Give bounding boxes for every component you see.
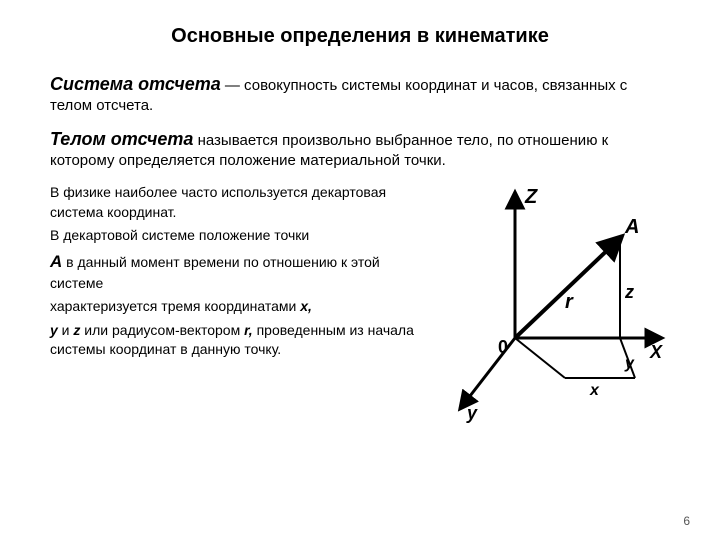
page-number: 6 (683, 514, 690, 528)
para5-mid2: или радиусом-вектором (80, 322, 244, 338)
label-A: A (624, 216, 639, 238)
slide-title: Основные определения в кинематике (50, 25, 670, 48)
para3-rest: в данный момент времени по отношению к э… (50, 254, 380, 291)
label-y-small: y (624, 355, 635, 372)
label-Z: Z (524, 186, 538, 208)
label-X-axis: X (649, 342, 663, 362)
label-x-small: x (589, 382, 600, 399)
label-y-axis: y (466, 403, 478, 423)
para5-mid: и (58, 322, 74, 338)
para1: В физике наиболее часто используется дек… (50, 183, 417, 222)
coord-x: х, (300, 298, 312, 314)
definition-2: Телом отсчета называется произвольно выб… (50, 127, 670, 172)
para3: А в данный момент времени по отношению к… (50, 250, 417, 293)
definition-1: Система отсчета — совокупность системы к… (50, 72, 670, 117)
label-r: r (565, 291, 574, 313)
term-2: Телом отсчета (50, 129, 193, 149)
body-text: В физике наиболее часто используется дек… (50, 183, 425, 423)
term-1: Система отсчета (50, 74, 221, 94)
coord-y: у (50, 322, 58, 338)
point-A-inline: А (50, 252, 62, 271)
coordinate-diagram: Z A r z 0 X y x y (425, 183, 670, 423)
para5: у и z или радиусом-вектором r, проведенн… (50, 321, 417, 360)
para4-pre: характеризуется тремя координатами (50, 298, 300, 314)
coord-r: r, (244, 322, 253, 338)
para4: характеризуется тремя координатами х, (50, 297, 417, 317)
para2: В декартовой системе положение точки (50, 226, 417, 246)
label-z: z (624, 282, 634, 302)
label-O: 0 (498, 337, 508, 357)
